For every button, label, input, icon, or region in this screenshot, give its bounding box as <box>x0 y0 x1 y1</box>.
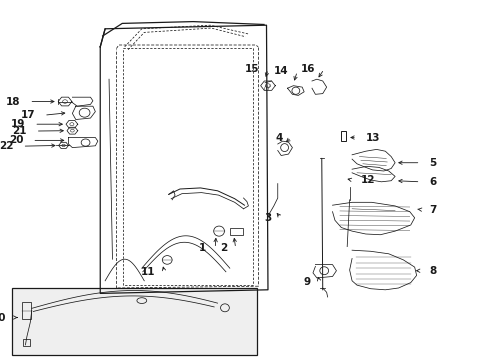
Text: 22: 22 <box>0 141 14 151</box>
Text: 21: 21 <box>12 126 27 136</box>
Text: 9: 9 <box>303 276 310 287</box>
Text: 20: 20 <box>9 135 23 145</box>
Bar <box>23 339 30 346</box>
Bar <box>12 288 256 355</box>
Text: 8: 8 <box>428 266 436 276</box>
Text: 12: 12 <box>360 175 375 185</box>
Text: 2: 2 <box>219 243 226 253</box>
Text: 19: 19 <box>11 119 25 129</box>
Text: 6: 6 <box>428 177 436 187</box>
Text: 18: 18 <box>6 96 20 107</box>
Text: 17: 17 <box>20 110 35 120</box>
Text: 1: 1 <box>199 243 206 253</box>
Text: 4: 4 <box>275 132 282 143</box>
Text: 11: 11 <box>141 267 155 277</box>
Bar <box>341 131 346 141</box>
Text: 15: 15 <box>244 64 259 74</box>
Text: 14: 14 <box>273 66 288 76</box>
Text: 10: 10 <box>0 312 6 323</box>
Text: 16: 16 <box>300 64 315 74</box>
Text: 7: 7 <box>428 204 436 215</box>
Bar <box>229 228 242 235</box>
Text: 3: 3 <box>264 213 271 223</box>
Bar <box>22 302 31 319</box>
Text: 13: 13 <box>365 132 380 143</box>
Text: 5: 5 <box>428 158 436 168</box>
